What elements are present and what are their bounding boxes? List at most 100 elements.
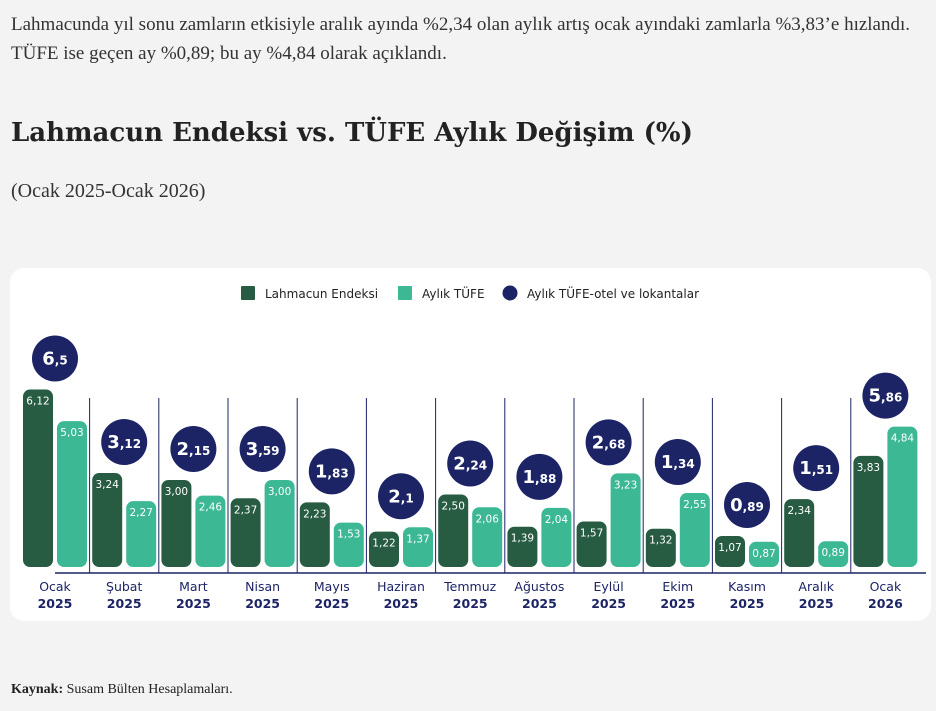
- bubble-label: 3,59: [246, 439, 280, 460]
- bar-tufe: [818, 541, 849, 567]
- bar-label-lahmacun: 1,32: [649, 535, 672, 547]
- bar-tufe: [887, 426, 918, 567]
- bar-lahmacun: [853, 455, 884, 567]
- bar-lahmacun: [299, 502, 330, 567]
- x-tick-month: Ağustos: [514, 579, 564, 594]
- bubble-otel-lokanta: [170, 426, 217, 472]
- bar-label-lahmacun: 3,83: [857, 462, 880, 474]
- bubble-label: 3,12: [107, 432, 141, 453]
- bar-label-tufe: 4,84: [891, 433, 915, 445]
- legend-marker: [502, 285, 518, 301]
- legend-label: Aylık TÜFE-otel ve lokantalar: [527, 285, 699, 301]
- x-tick-year: 2025: [453, 596, 488, 611]
- bubble-label: 0,89: [730, 495, 764, 516]
- source-note: Kaynak: Susam Bülten Hesaplamaları.: [11, 682, 233, 698]
- bubble-otel-lokanta: [862, 372, 909, 419]
- bubble-label: 1,34: [661, 452, 695, 473]
- bubble-otel-lokanta: [447, 440, 494, 487]
- bar-chart: Lahmacun Endeksi Aylık TÜFE Aylık TÜFE-ote…: [23, 285, 926, 611]
- bubble-otel-lokanta: [654, 439, 701, 486]
- x-tick-year: 2025: [660, 596, 695, 611]
- bar-label-tufe: 1,53: [337, 529, 360, 541]
- legend-swatch: [398, 286, 412, 300]
- bar-label-tufe: 2,06: [476, 513, 500, 525]
- bar-lahmacun: [784, 499, 815, 567]
- bar-lahmacun: [161, 480, 192, 567]
- bar-tufe: [472, 507, 503, 567]
- bar-tufe: [679, 493, 710, 567]
- bar-tufe: [403, 527, 433, 567]
- x-tick-month: Mart: [179, 579, 208, 594]
- x-tick-year: 2025: [245, 596, 280, 611]
- bar-label-tufe: 2,46: [199, 502, 223, 514]
- bar-label-lahmacun: 6,12: [26, 396, 49, 408]
- x-tick-year: 2025: [176, 596, 211, 611]
- bar-lahmacun: [576, 521, 607, 567]
- x-tick-year: 2025: [591, 596, 626, 611]
- bar-tufe: [264, 480, 295, 567]
- bubble-label: 2,24: [453, 454, 487, 475]
- bar-label-tufe: 2,55: [683, 499, 706, 511]
- x-tick-month: Eylül: [594, 579, 624, 594]
- bar-lahmacun: [230, 498, 261, 567]
- bar-tufe: [749, 541, 779, 567]
- bubble-otel-lokanta: [239, 426, 286, 472]
- x-tick-year: 2025: [522, 596, 557, 611]
- bar-label-lahmacun: 3,00: [165, 486, 188, 498]
- bar-label-tufe: 3,23: [614, 479, 637, 491]
- source-text: Susam Bülten Hesaplamaları.: [66, 682, 233, 697]
- bar-label-lahmacun: 2,34: [788, 505, 812, 517]
- x-tick-year: 2025: [799, 596, 834, 611]
- x-tick-year: 2026: [868, 596, 903, 611]
- chart-subtitle: (Ocak 2025-Ocak 2026): [11, 180, 206, 202]
- source-label: Kaynak:: [11, 682, 64, 697]
- bubble-label: 1,51: [799, 458, 833, 479]
- bubble-otel-lokanta: [308, 448, 355, 495]
- legend-label: Lahmacun Endeksi: [265, 287, 378, 301]
- x-tick-month: Ocak: [39, 579, 71, 594]
- bar-tufe: [126, 501, 157, 567]
- bubble-otel-lokanta: [724, 481, 770, 528]
- bubble-otel-lokanta: [32, 335, 78, 382]
- bar-label-tufe: 5,03: [60, 427, 83, 439]
- chart-card: Lahmacun Endeksi Aylık TÜFE Aylık TÜFE-ote…: [10, 268, 931, 621]
- bar-label-lahmacun: 2,23: [303, 508, 326, 520]
- bar-tufe: [195, 495, 226, 567]
- x-tick-year: 2025: [314, 596, 349, 611]
- bubble-label: 1,83: [315, 461, 349, 482]
- x-tick-year: 2025: [107, 596, 142, 611]
- bubble-label: 6,5: [42, 349, 67, 370]
- bar-lahmacun: [92, 473, 123, 567]
- bubble-label: 1,88: [523, 467, 557, 488]
- bar-lahmacun: [507, 526, 538, 567]
- x-tick-year: 2025: [384, 596, 419, 611]
- bubble-label: 2,68: [592, 432, 626, 453]
- bar-tufe: [610, 473, 641, 567]
- article-intro: Lahmacunda yıl sonu zamların etkisiyle a…: [11, 14, 911, 64]
- bar-lahmacun: [369, 531, 399, 567]
- bar-lahmacun: [645, 528, 676, 567]
- bar-label-tufe: 1,37: [406, 533, 429, 545]
- bar-label-lahmacun: 2,37: [234, 504, 257, 516]
- x-tick-month: Aralık: [798, 579, 834, 594]
- x-tick-month: Mayıs: [314, 579, 350, 594]
- bar-label-tufe: 2,04: [545, 514, 569, 526]
- chart-title: Lahmacun Endeksi vs. TÜFE Aylık Değişim …: [11, 118, 693, 148]
- bar-label-lahmacun: 1,39: [511, 533, 534, 545]
- x-tick-month: Ocak: [870, 579, 902, 594]
- bubble-otel-lokanta: [793, 445, 840, 492]
- x-tick-year: 2025: [730, 596, 765, 611]
- bar-lahmacun: [23, 389, 53, 567]
- bar-tufe: [57, 421, 87, 567]
- bar-label-lahmacun: 3,24: [96, 479, 120, 491]
- x-tick-month: Haziran: [377, 579, 425, 594]
- x-tick-month: Kasım: [728, 579, 766, 594]
- bar-label-tufe: 0,87: [752, 548, 775, 560]
- bar-label-lahmacun: 1,22: [372, 538, 395, 550]
- x-tick-month: Nisan: [245, 579, 280, 594]
- bar-label-tufe: 2,27: [130, 507, 153, 519]
- bar-label-lahmacun: 1,07: [718, 542, 741, 554]
- x-tick-month: Şubat: [106, 579, 142, 594]
- bubble-label: 2,15: [177, 439, 211, 460]
- bar-label-lahmacun: 2,50: [442, 501, 465, 513]
